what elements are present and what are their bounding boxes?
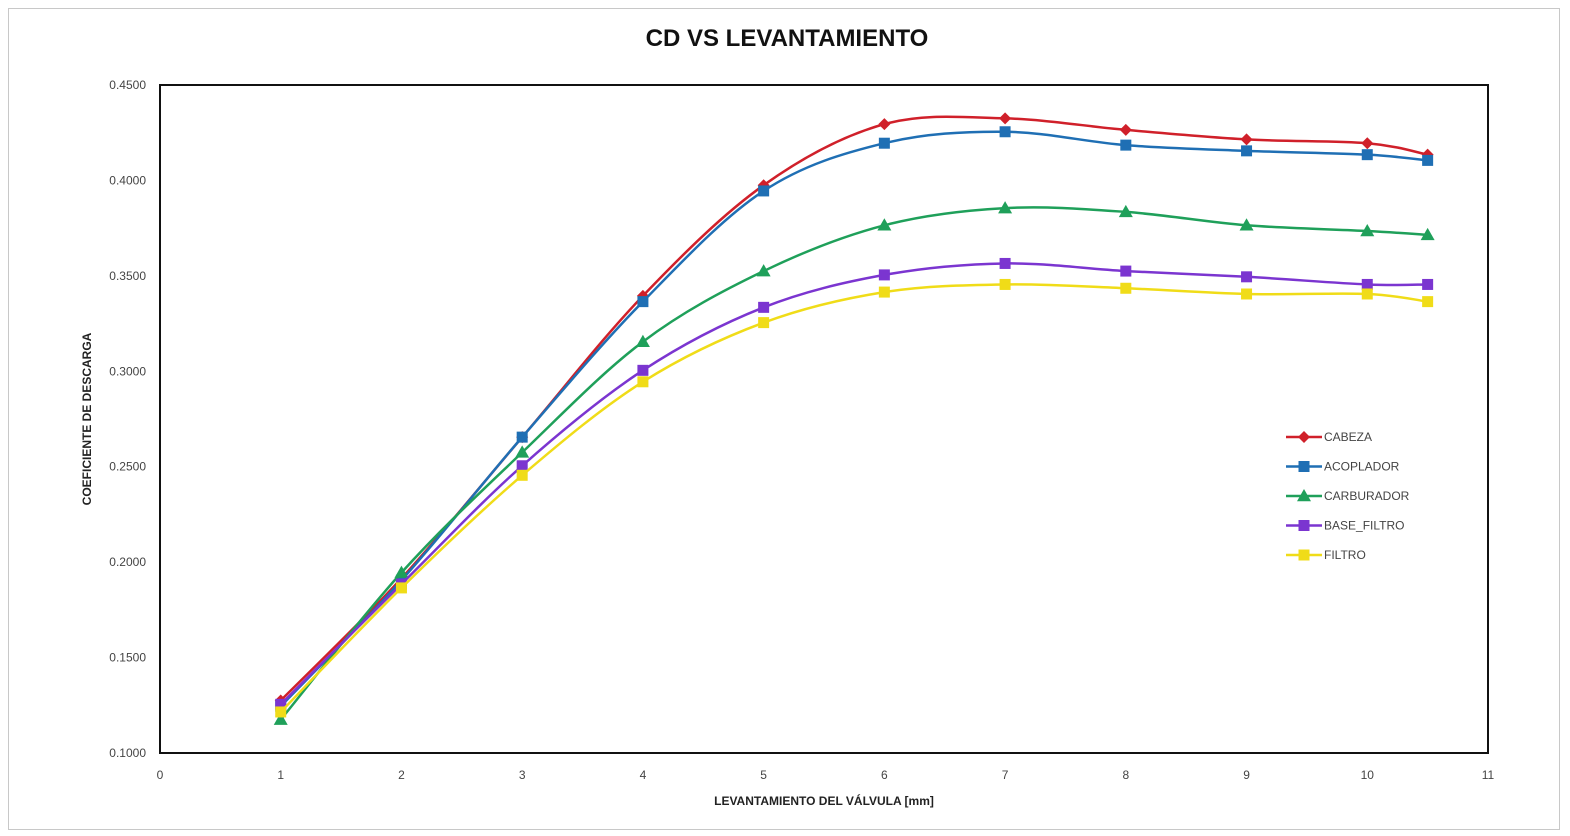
y-tick-label: 0.3500 xyxy=(109,269,146,283)
x-tick-label: 6 xyxy=(881,768,888,782)
data-point xyxy=(516,431,528,443)
y-tick-label: 0.2000 xyxy=(109,555,146,569)
data-point xyxy=(516,469,528,481)
legend-label: FILTRO xyxy=(1324,548,1366,562)
data-point xyxy=(1239,218,1254,231)
data-point xyxy=(273,712,288,725)
data-point xyxy=(877,218,892,231)
data-point xyxy=(999,257,1011,269)
data-point xyxy=(516,460,528,472)
data-point xyxy=(1422,278,1434,290)
legend-label: CARBURADOR xyxy=(1324,489,1410,503)
legend-swatch-marker xyxy=(1298,549,1310,561)
data-point xyxy=(275,706,287,718)
legend-swatch-marker xyxy=(1298,461,1310,472)
data-point xyxy=(999,112,1012,125)
x-axis-title: LEVANTAMIENTO DEL VÁLVULA [mm] xyxy=(714,793,934,808)
x-tick-label: 1 xyxy=(277,768,284,782)
series-layer xyxy=(273,112,1435,725)
data-point xyxy=(1120,139,1132,151)
legend-label: CABEZA xyxy=(1324,430,1372,444)
data-point xyxy=(1241,288,1253,300)
data-point xyxy=(1361,149,1373,161)
data-point xyxy=(999,278,1011,290)
x-tick-label: 5 xyxy=(760,768,767,782)
x-tick-label: 4 xyxy=(640,768,647,782)
legend: CABEZA ACOPLADOR CARBURADOR BASE_FILTRO FILT… xyxy=(1286,430,1410,562)
data-point xyxy=(999,126,1011,138)
x-tick-label: 8 xyxy=(1122,768,1129,782)
legend-swatch-marker xyxy=(1297,489,1311,502)
data-point xyxy=(756,264,771,277)
y-tick-label: 0.3000 xyxy=(109,364,146,378)
data-point xyxy=(637,376,649,388)
data-point xyxy=(1361,278,1373,290)
data-point xyxy=(998,201,1013,214)
legend-label: BASE_FILTRO xyxy=(1324,519,1404,533)
y-axis: 0.1000 0.1500 0.2000 0.2500 0.3000 0.3500 0.40… xyxy=(109,78,146,760)
data-point xyxy=(395,582,407,594)
data-point xyxy=(878,269,890,281)
data-point xyxy=(1420,227,1435,241)
y-axis-title: COEFICIENTE DE DESCARGA xyxy=(80,332,94,505)
data-point xyxy=(635,334,650,347)
data-point xyxy=(637,364,649,376)
legend-swatch-marker xyxy=(1298,431,1310,443)
data-point xyxy=(758,317,770,329)
data-point xyxy=(1422,154,1434,166)
data-point xyxy=(758,301,770,313)
data-point xyxy=(1241,145,1253,157)
data-point xyxy=(637,296,649,308)
series-base-filtro xyxy=(275,257,1434,710)
data-point xyxy=(1120,265,1132,277)
y-tick-label: 0.2500 xyxy=(109,460,146,474)
y-tick-label: 0.4000 xyxy=(109,173,146,187)
data-point xyxy=(878,118,891,131)
data-point xyxy=(1422,296,1434,308)
legend-item: ACOPLADOR xyxy=(1286,460,1400,474)
x-tick-label: 3 xyxy=(519,768,526,782)
legend-swatch-marker xyxy=(1298,520,1310,531)
x-tick-label: 0 xyxy=(157,768,164,782)
legend-label: ACOPLADOR xyxy=(1324,460,1400,474)
legend-item: FILTRO xyxy=(1286,548,1366,562)
series-carburador xyxy=(273,201,1435,725)
y-tick-label: 0.1500 xyxy=(109,651,146,665)
data-point xyxy=(1119,123,1132,136)
legend-item: CARBURADOR xyxy=(1286,489,1410,503)
data-point xyxy=(1361,137,1374,150)
x-tick-label: 11 xyxy=(1482,768,1495,782)
plot-area xyxy=(159,84,1489,754)
x-axis: 0 1 2 3 4 5 6 7 8 9 10 11 xyxy=(157,768,1495,782)
x-tick-label: 2 xyxy=(398,768,405,782)
legend-item: BASE_FILTRO xyxy=(1286,519,1404,533)
x-tick-label: 10 xyxy=(1361,768,1375,782)
data-point xyxy=(878,137,890,149)
y-tick-label: 0.1000 xyxy=(109,746,146,760)
data-point xyxy=(1241,271,1253,283)
x-tick-label: 9 xyxy=(1243,768,1250,782)
y-tick-label: 0.4500 xyxy=(109,78,146,92)
data-point xyxy=(758,185,770,197)
data-point xyxy=(1120,282,1132,294)
data-point xyxy=(878,286,890,298)
data-point xyxy=(1361,288,1373,300)
series-filtro xyxy=(275,278,1434,718)
x-tick-label: 7 xyxy=(1002,768,1009,782)
data-point xyxy=(515,445,530,458)
data-point xyxy=(1118,204,1133,218)
data-point xyxy=(1360,224,1375,237)
chart-title: CD VS LEVANTAMIENTO xyxy=(646,25,929,52)
data-point xyxy=(1240,133,1253,146)
legend-item: CABEZA xyxy=(1286,430,1372,444)
data-point xyxy=(275,698,287,710)
data-point xyxy=(394,565,409,578)
